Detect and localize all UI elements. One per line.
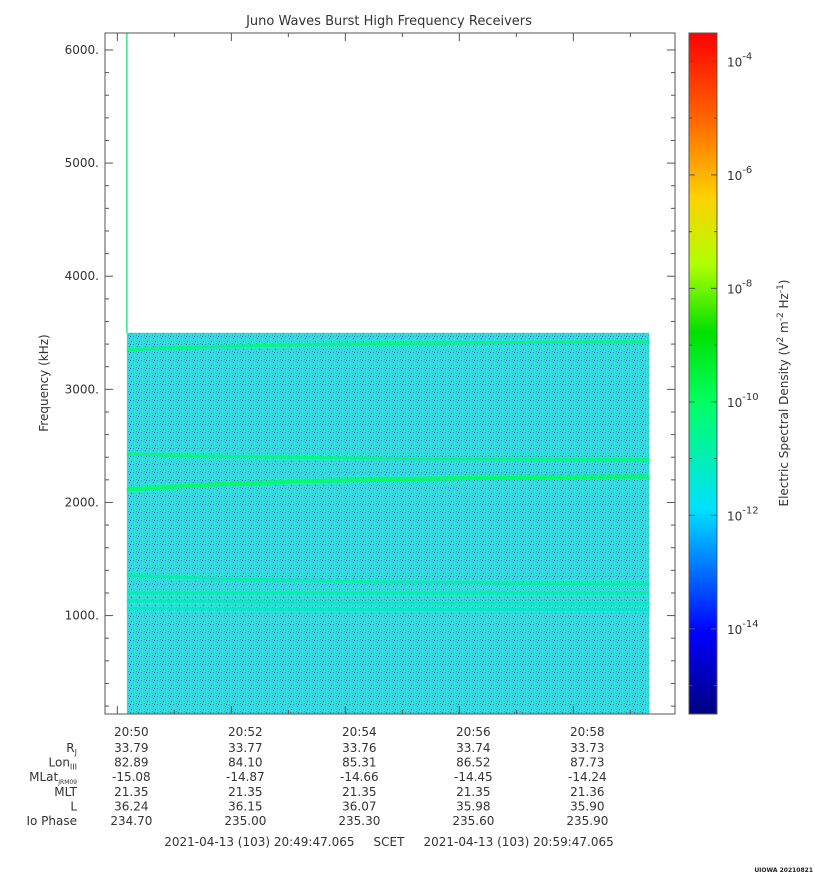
- ephemeris-value: 87.73: [570, 756, 604, 770]
- ephemeris-value: 36.07: [342, 799, 376, 813]
- colorbar-tick-label: 10-6: [727, 165, 752, 183]
- colorbar-tick-label: 10-4: [727, 51, 752, 69]
- x-tick-label: 20:50: [114, 725, 149, 739]
- ephemeris-value: 21.36: [570, 785, 604, 799]
- plot-axes: 1000. 2000. 3000. 4000. 5000. 6000.: [65, 32, 676, 715]
- colorbar-tick-label: 10-8: [727, 278, 752, 296]
- emission-line: [126, 607, 650, 612]
- colorbar: 10-4 10-6 10-8 10-10 10-12 10-14 Electric Spec…: [688, 32, 791, 715]
- footer-tag: UIOWA 20210821: [754, 867, 813, 874]
- y-tick-label: 6000.: [65, 43, 99, 57]
- x-tick-label: 20:54: [342, 725, 377, 739]
- spectrogram-plot: [126, 33, 650, 714]
- ephemeris-value: 21.35: [342, 785, 376, 799]
- y-tick-label: 2000.: [65, 495, 99, 509]
- ephemeris-value: 21.35: [456, 785, 490, 799]
- ephemeris-value: -14.87: [226, 770, 265, 784]
- ephemeris-value: 21.35: [228, 785, 262, 799]
- ephemeris-value: 33.77: [228, 741, 262, 755]
- y-tick-label: 1000.: [65, 609, 99, 623]
- ephemeris-row-label: L: [70, 799, 77, 813]
- ephemeris-value: 35.90: [570, 799, 604, 813]
- emission-line: [126, 340, 650, 352]
- ephemeris-value: 33.79: [114, 741, 148, 755]
- ephemeris-value: 235.00: [224, 814, 266, 828]
- emission-line: [126, 474, 650, 493]
- x-tick-label: 20:56: [456, 725, 491, 739]
- ephemeris-row-label: Io Phase: [26, 814, 77, 828]
- y-tick-label: 4000.: [65, 269, 99, 283]
- colorbar-tick-label: 10-14: [727, 619, 759, 637]
- ephemeris-value: 84.10: [228, 756, 262, 770]
- ephemeris-value: 33.73: [570, 741, 604, 755]
- y-axis-label: Frequency (kHz): [37, 334, 51, 431]
- time-range-label: 2021-04-13 (103) 20:49:47.065 SCET 2021-…: [164, 835, 614, 849]
- y-tick-label: 5000.: [65, 156, 99, 170]
- ephemeris-value: 86.52: [456, 756, 490, 770]
- ephemeris-value: 33.76: [342, 741, 376, 755]
- spectrogram-background: [126, 332, 650, 714]
- ephemeris-value: 235.30: [338, 814, 380, 828]
- emission-line: [126, 573, 650, 586]
- emission-line: [126, 452, 650, 461]
- colorbar-tick-label: 10-10: [727, 392, 759, 410]
- ephemeris-value: -14.66: [340, 770, 379, 784]
- colorbar-tick-label: 10-12: [727, 505, 759, 523]
- ephemeris-value: 33.74: [456, 741, 490, 755]
- ephemeris-row-label: RJ: [66, 741, 77, 757]
- plot-frame: [104, 32, 676, 715]
- ephemeris-value: 21.35: [114, 785, 148, 799]
- ephemeris-value: 235.90: [566, 814, 608, 828]
- ephemeris-value: 85.31: [342, 756, 376, 770]
- ephemeris-row-label: LonIII: [49, 756, 78, 772]
- ephemeris-table: 20:50 20:52 20:54 20:56 20:58 RJ 33.79 33.77 33.…: [26, 725, 608, 828]
- x-tick-label: 20:58: [570, 725, 605, 739]
- x-tick-label: 20:52: [228, 725, 263, 739]
- ephemeris-row-label: MLT: [54, 785, 77, 799]
- ephemeris-value: 35.98: [456, 799, 490, 813]
- chart-title: Juno Waves Burst High Frequency Receiver…: [245, 14, 532, 29]
- colorbar-gradient: [688, 32, 718, 715]
- ephemeris-value: -14.45: [454, 770, 493, 784]
- ephemeris-value: 235.60: [452, 814, 494, 828]
- ephemeris-value: -15.08: [112, 770, 151, 784]
- colorbar-label: Electric Spectral Density (V2 m-2 Hz-1): [776, 279, 791, 506]
- emission-line: [126, 599, 650, 605]
- ephemeris-value: 36.24: [114, 799, 148, 813]
- y-tick-label: 3000.: [65, 382, 99, 396]
- ephemeris-value: -14.24: [568, 770, 607, 784]
- ephemeris-value: 36.15: [228, 799, 262, 813]
- ephemeris-value: 234.70: [110, 814, 152, 828]
- ephemeris-row-label: MLatJRM09: [29, 770, 77, 786]
- ephemeris-value: 82.89: [114, 756, 148, 770]
